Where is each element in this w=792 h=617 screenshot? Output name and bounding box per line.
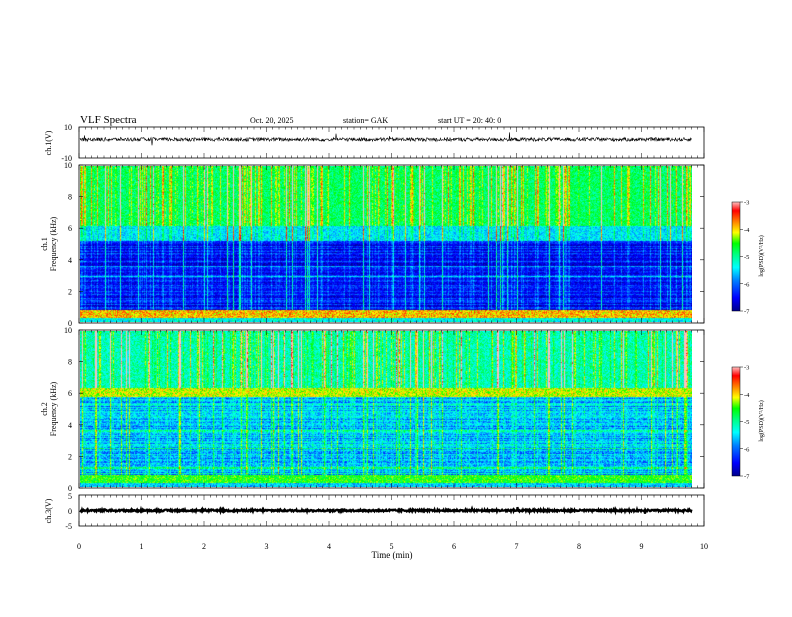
ch1-colorbar-tick-minus4: -4 [744, 227, 750, 234]
start-time-label: start UT = 20: 40: 0 [438, 116, 501, 125]
ch2-spectrogram-panel: 0 2 4 6 8 10 ch.2 Frequency (kHz) -3 -4 -5 -6 -7 … [40, 326, 765, 493]
ch1-ylabel: ch.1(V) [44, 130, 53, 155]
ch1-spectrogram-panel: 0 2 4 6 8 10 ch.1 Frequency (kHz) -3 -4 -5 -6 -7 … [40, 161, 765, 328]
ch2-ylabel-frequency: Frequency (kHz) [49, 381, 58, 436]
ch3-waveform-panel: 5 0 -5 ch.3(V) [44, 492, 705, 531]
spec1-layer-canvas [80, 166, 692, 322]
ch2-colorbar: -3 -4 -5 -6 -7 log(PSD)(V²/Hz) [731, 365, 765, 481]
ch1-ylabel-channel: ch.1 [40, 237, 49, 251]
spec2-layer-canvas [80, 331, 692, 487]
ch1-waveform-trace [79, 132, 692, 146]
time-tick-4: 4 [327, 542, 331, 551]
time-tick-5: 5 [390, 542, 394, 551]
ch2-freq-ticks: 0 2 4 6 8 10 [64, 326, 704, 493]
time-tick-8: 8 [577, 542, 581, 551]
ch3-ytick-5: 5 [68, 492, 72, 501]
time-tick-9: 9 [640, 542, 644, 551]
ch1-ytick-10: 10 [64, 161, 72, 170]
ch2-spectrogram-image [80, 331, 692, 487]
time-tick-1: 1 [140, 542, 144, 551]
ch1-ytick-bottom: -10 [61, 154, 72, 163]
ch1-ytick-8: 8 [68, 193, 72, 202]
time-tick-3: 3 [265, 542, 269, 551]
ch2-ytick-4: 4 [68, 421, 72, 430]
station-label: station= GAK [343, 116, 388, 125]
ch1-spectrogram-image [80, 166, 692, 322]
ch2-colorbar-tick-minus3: -3 [744, 365, 749, 372]
time-tick-6: 6 [452, 542, 456, 551]
ch2-ytick-0: 0 [68, 484, 72, 493]
ch1-ytick-2: 2 [68, 287, 72, 296]
ch1-colorbar-tick-minus3: -3 [744, 200, 749, 207]
ch1-colorbar-label: log(PSD)(V²/Hz) [758, 235, 765, 276]
ch2-colorbar-label: log(PSD)(V²/Hz) [758, 400, 765, 441]
time-tick-0: 0 [77, 542, 81, 551]
ch2-colorbar-tick-minus5: -5 [744, 419, 749, 426]
ch1-waveform-panel: 10 -10 ch.1(V) [44, 123, 705, 163]
figure-title: VLF Spectra [80, 114, 137, 126]
ch2-colorbar-tick-minus4: -4 [744, 392, 750, 399]
ch2-ytick-2: 2 [68, 452, 72, 461]
ch1-colorbar: -3 -4 -5 -6 -7 log(PSD)(V²/Hz) [731, 200, 765, 316]
ch2-ytick-10: 10 [64, 326, 72, 335]
time-tick-7: 7 [515, 542, 519, 551]
ch3-ylabel: ch.3(V) [44, 498, 53, 523]
ch1-colorbar-tick-minus7: -7 [744, 309, 750, 316]
time-tick-2: 2 [202, 542, 206, 551]
ch3-waveform-line [79, 505, 693, 516]
ch3-waveform-trace [79, 505, 693, 516]
ch1-ytick-top: 10 [64, 123, 72, 132]
ch1-ytick-6: 6 [68, 224, 72, 233]
ch3-ytick-0: 0 [68, 507, 72, 516]
ch1-colorbar-tick-minus6: -6 [744, 281, 750, 288]
time-axis-label: Time (min) [372, 550, 413, 560]
time-axis: 0 1 2 3 4 5 6 7 8 9 10 [77, 127, 708, 551]
ch1-waveform-line [79, 132, 692, 146]
ch1-freq-ticks: 0 2 4 6 8 10 [64, 161, 704, 328]
ch1-ytick-0: 0 [68, 319, 72, 328]
ch1-colorbar-tick-minus5: -5 [744, 254, 749, 261]
ch3-ytick-minus5: -5 [65, 522, 72, 531]
ch2-ytick-8: 8 [68, 358, 72, 367]
ch2-colorbar-tick-minus7: -7 [744, 474, 750, 481]
time-tick-10: 10 [700, 542, 708, 551]
date-label: Oct. 20, 2025 [250, 116, 294, 125]
ch1-ytick-4: 4 [68, 256, 72, 265]
ch1-ylabel-frequency: Frequency (kHz) [49, 216, 58, 271]
ch2-colorbar-tick-minus6: -6 [744, 446, 750, 453]
ch2-ylabel-channel: ch.2 [40, 402, 49, 416]
ch2-ytick-6: 6 [68, 389, 72, 398]
